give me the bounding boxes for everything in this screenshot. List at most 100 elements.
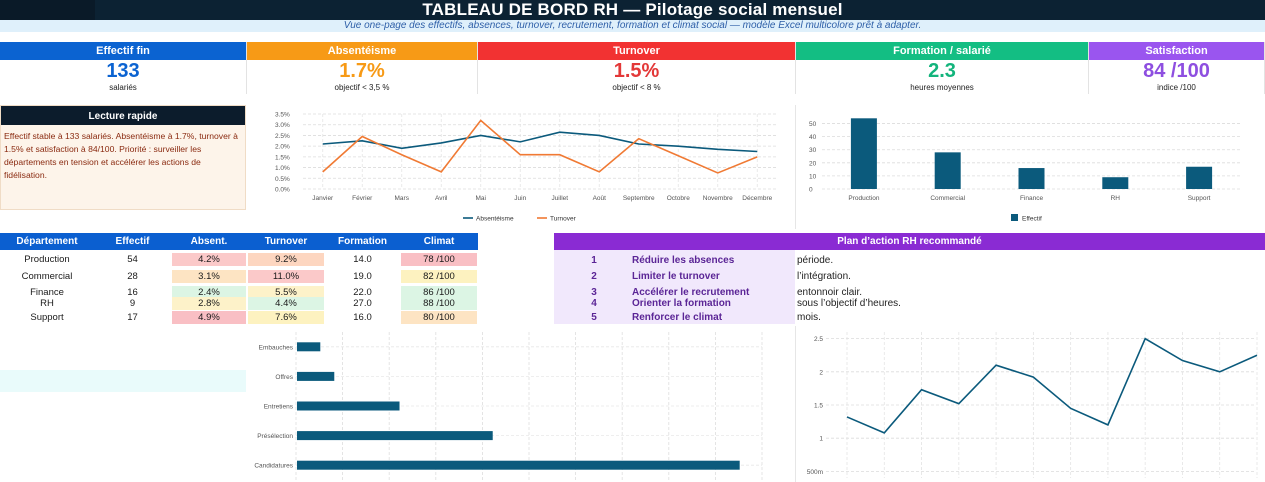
x-tick-label: Janvier [312,195,334,202]
table-cell-climat[interactable]: 80 /100 [401,311,477,324]
table-cell-effectif[interactable]: 16 [127,287,138,298]
table-cell-absent[interactable]: 4.9% [172,311,246,324]
plan-action-body: 1 Réduire les absences période. 2 Limiter le… [554,250,1265,324]
kpi-formation[interactable]: Formation / salarié 2.3 heures moyennes [796,42,1089,94]
table-cell-climat[interactable]: 78 /100 [401,253,477,266]
kpi-label: Absentéisme [247,42,477,60]
plan-item-number: 1 [591,255,597,266]
plan-item-label[interactable]: Orienter la formation [632,298,731,309]
table-cell-turnover[interactable]: 4.4% [248,297,324,310]
bar-support [1186,166,1213,189]
col-header-formation[interactable]: Formation [325,233,400,250]
page-title: TABLEAU DE BORD RH — Pilotage social men… [422,0,843,19]
table-cell-dept[interactable]: Finance [30,287,64,298]
table-cell-effectif[interactable]: 54 [127,254,138,265]
plan-item-note: entonnoir clair. [797,287,863,298]
y-tick-label: 10 [809,173,817,180]
table-cell-formation[interactable]: 14.0 [353,254,372,265]
table-cell-climat[interactable]: 88 /100 [401,297,477,310]
kpi-satisfaction[interactable]: Satisfaction 84 /100 indice /100 [1089,42,1265,94]
table-cell-absent[interactable]: 2.4% [172,286,246,299]
table-cell-dept[interactable]: RH [40,298,54,309]
x-tick-label: Novembre [703,195,733,202]
table-cell-effectif[interactable]: 9 [129,298,136,309]
kpi-value: 1.5% [613,60,660,82]
table-cell-absent[interactable]: 3.1% [172,270,246,283]
monthly-rates-line-chart[interactable]: 0.0% 0.5% 1.0% 1.5% 2.0% 2.5% 3.0% 3.5% Janvier F… [247,105,796,229]
kpi-subtext: heures moyennes [910,83,974,92]
col-header-absent[interactable]: Absent. [171,233,247,250]
table-cell-turnover[interactable]: 5.5% [248,286,324,299]
x-tick-label: Mai [476,195,486,202]
plan-item-label[interactable]: Réduire les absences [632,255,735,266]
kpi-label: Effectif fin [0,42,246,60]
col-header-climat[interactable]: Climat [400,233,478,250]
y-tick-label: 0 [809,187,813,194]
x-tick-label: Commercial [930,195,965,202]
plan-item-note: mois. [797,312,821,323]
title-bar-cell [0,0,95,20]
y-tick-label: Offres [275,374,293,381]
y-tick-label: 1.0% [275,165,290,172]
kpi-subtext: objectif < 8 % [612,83,661,92]
x-tick-label: Septembre [623,195,655,202]
legend-label: Effectif [1022,216,1042,223]
y-tick-label: 1 [819,436,823,443]
table-cell-formation[interactable]: 22.0 [353,287,372,298]
x-tick-label: Mars [395,195,410,202]
empty-cell-grid [0,324,246,482]
bar-production [850,118,877,189]
kpi-absenteisme[interactable]: Absentéisme 1.7% objectif < 3,5 % [247,42,478,94]
table-cell-formation[interactable]: 16.0 [353,312,372,323]
table-cell-turnover[interactable]: 11.0% [248,270,324,283]
y-tick-label: 2 [819,369,823,376]
lecture-title: Lecture rapide [1,106,245,125]
bar-entretiens [297,401,400,411]
y-tick-label: 50 [809,121,817,128]
table-cell-dept[interactable]: Support [30,312,64,323]
recruitment-funnel-chart[interactable]: Embauches Offres Entretiens Présélection Can… [247,326,796,482]
x-tick-label: Février [352,195,373,202]
col-header-departement[interactable]: Département [0,233,94,250]
table-cell-formation[interactable]: 27.0 [353,298,372,309]
table-cell-absent[interactable]: 4.2% [172,253,246,266]
table-cell-formation[interactable]: 19.0 [353,271,372,282]
kpi-turnover[interactable]: Turnover 1.5% objectif < 8 % [478,42,796,94]
trend-line-chart[interactable]: 500m 1 1.5 2 2.5 [796,326,1265,482]
col-header-turnover[interactable]: Turnover [247,233,325,250]
table-cell-climat[interactable]: 82 /100 [401,270,477,283]
kpi-value: 84 /100 [1143,60,1210,82]
kpi-effectif-fin[interactable]: Effectif fin 133 salariés [0,42,247,94]
table-cell-effectif[interactable]: 28 [127,271,138,282]
x-tick-label: Avril [435,195,448,202]
kpi-label: Satisfaction [1089,42,1264,60]
bar-offres [297,371,335,381]
x-tick-label: Août [593,195,607,202]
highlighted-cell[interactable] [0,370,246,392]
table-cell-climat[interactable]: 86 /100 [401,286,477,299]
y-tick-label: 30 [809,147,817,154]
table-cell-turnover[interactable]: 7.6% [248,311,324,324]
col-header-effectif[interactable]: Effectif [94,233,171,250]
table-cell-turnover[interactable]: 9.2% [248,253,324,266]
table-cell-dept[interactable]: Commercial [21,271,73,282]
bar-embauches [297,342,321,352]
table-cell-dept[interactable]: Production [24,254,70,265]
series-line-1 [322,131,758,153]
plan-item-label[interactable]: Limiter le turnover [632,271,720,282]
table-cell-absent[interactable]: 2.8% [172,297,246,310]
plan-item-number: 4 [591,298,597,309]
x-tick-label: Production [848,195,879,202]
y-tick-label: 3.0% [275,122,290,129]
legend-label: Turnover [550,216,577,223]
plan-item-label[interactable]: Renforcer le climat [632,312,723,323]
page-subtitle: Vue one-page des effectifs, absences, tu… [343,20,922,31]
series-line-2 [322,119,758,174]
plan-item-note: sous l’objectif d’heures. [797,298,901,309]
effectif-by-department-bar-chart[interactable]: 0 10 20 30 40 50 Production Commercial Finance RH… [796,105,1265,229]
lecture-rapide-panel: Lecture rapide Effectif stable à 133 sal… [0,105,246,210]
y-tick-label: 1.5 [814,403,823,410]
table-cell-effectif[interactable]: 17 [127,312,138,323]
plan-action-list [554,250,795,324]
plan-item-label[interactable]: Accélérer le recrutement [632,287,750,298]
